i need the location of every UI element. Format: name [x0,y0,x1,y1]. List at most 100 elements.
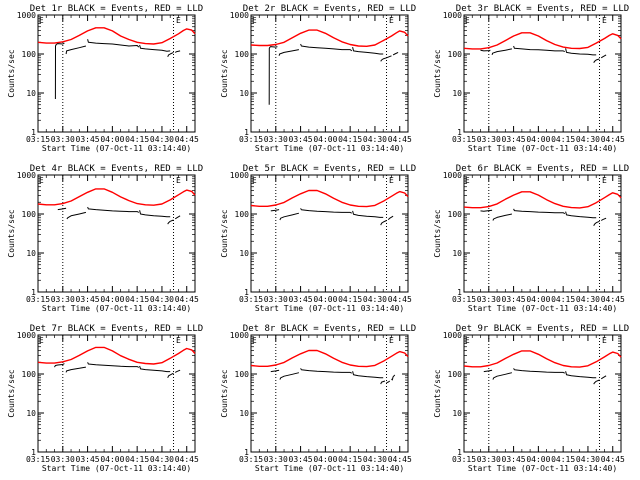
plot-frame [463,14,622,133]
events-series-segment [513,45,566,53]
event-marker-label: E [465,176,470,185]
x-tick-label: 03:30 [51,295,75,304]
plot-frame [250,334,409,453]
event-marker-label: E [252,176,257,185]
panel-title: Det 2r BLACK = Events, RED = LLD [243,4,416,14]
events-series-segment [139,365,171,373]
x-tick-label: 04:00 [526,295,550,304]
panel-svg: Det 8r BLACK = Events, RED = LLD 1 10 100 10… [220,324,416,473]
lld-series-line [463,191,622,209]
x-tick-label: 03:45 [502,455,526,464]
panel-title: Det 4r BLACK = Events, RED = LLD [30,164,203,174]
x-tick-label: 04:00 [100,135,124,144]
x-tick-label: 03:45 [76,135,100,144]
x-tick-label: 03:15 [452,455,476,464]
x-tick-label: 03:30 [264,455,288,464]
y-axis-label: Counts/sec [433,49,442,97]
x-axis-label: Start Time (07-Oct-11 03:14:40) [42,144,191,153]
events-series-segment [66,211,87,220]
events-series-segment [492,213,513,221]
y-tick-label: 1000 [17,171,36,180]
event-marker-label: E [39,16,44,25]
x-tick-label: 04:30 [363,455,387,464]
x-tick-label: 04:15 [338,455,362,464]
x-tick-label: 03:15 [239,455,263,464]
x-tick-label: 03:30 [477,135,501,144]
plot-frame [37,334,196,453]
y-tick-label: 10 [452,409,462,418]
event-marker-label: E [389,16,394,25]
x-tick-label: 04:00 [313,135,337,144]
event-marker-label: E [602,16,607,25]
x-tick-label: 04:15 [338,135,362,144]
x-tick-label: 04:00 [313,455,337,464]
y-tick-label: 1 [244,288,249,297]
events-series-segment [593,220,600,226]
events-series-segment [174,50,181,53]
event-marker-label: E [389,176,394,185]
x-tick-label: 03:30 [264,135,288,144]
events-series-segment [565,371,597,379]
y-axis-label: Counts/sec [433,369,442,417]
x-tick-label: 03:15 [26,135,50,144]
events-series-segment [565,211,597,219]
panel-svg: Det 5r BLACK = Events, RED = LLD 1 10 100 10… [220,164,416,313]
events-series-segment [270,369,280,373]
y-tick-label: 10 [452,89,462,98]
y-tick-label: 1000 [230,331,249,340]
events-series-segment [174,369,181,373]
events-series-segment [268,46,278,105]
events-series-segment [352,46,384,55]
x-tick-label: 04:15 [125,455,149,464]
panel-title: Det 6r BLACK = Events, RED = LLD [456,164,629,174]
events-series-segment [139,210,171,218]
y-tick-label: 10 [26,409,36,418]
detector-panel-7: Det 7r BLACK = Events, RED = LLD 1 10 100 10… [0,320,213,480]
events-series-segment [65,366,86,373]
events-series-segment [54,363,65,368]
events-series-segment [167,219,174,225]
y-tick-label: 1 [31,448,36,457]
detector-panel-5: Det 5r BLACK = Events, RED = LLD 1 10 100 10… [213,160,426,320]
x-tick-label: 03:15 [239,295,263,304]
detector-panel-2: Det 2r BLACK = Events, RED = LLD 1 10 100 10… [213,0,426,160]
x-tick-label: 04:45 [175,135,199,144]
y-tick-label: 100 [235,370,250,379]
events-series-segment [87,206,140,213]
y-tick-label: 1 [244,128,249,137]
x-tick-label: 04:15 [125,135,149,144]
y-tick-label: 100 [22,210,37,219]
panel-title: Det 7r BLACK = Events, RED = LLD [30,324,203,334]
event-marker-label: E [465,16,470,25]
x-tick-label: 03:15 [239,135,263,144]
events-series-segment [387,215,394,220]
y-tick-label: 100 [448,370,463,379]
events-series-segment [87,39,140,48]
x-tick-label: 04:30 [576,135,600,144]
plot-frame [37,174,196,293]
event-marker-label: E [176,176,181,185]
x-tick-label: 04:00 [100,295,124,304]
x-axis-label: Start Time (07-Oct-11 03:14:40) [42,464,191,473]
x-tick-label: 04:15 [125,295,149,304]
events-series-segment [480,49,491,52]
y-tick-label: 1 [31,128,36,137]
y-tick-label: 100 [22,370,37,379]
plot-frame [463,174,622,293]
x-tick-label: 04:00 [526,455,550,464]
x-axis-label: Start Time (07-Oct-11 03:14:40) [255,304,404,313]
x-tick-label: 03:30 [477,295,501,304]
events-series-segment [480,209,493,212]
y-tick-label: 10 [239,249,249,258]
y-axis-label: Counts/sec [433,209,442,257]
lld-series-line [250,29,409,47]
x-tick-label: 04:00 [526,135,550,144]
x-tick-label: 04:45 [388,295,412,304]
x-tick-label: 04:30 [150,135,174,144]
lld-series-line [250,189,409,208]
x-tick-label: 04:45 [388,455,412,464]
events-series-segment [174,215,181,220]
plot-frame [250,174,409,293]
x-tick-label: 03:45 [289,455,313,464]
events-series-segment [392,51,399,56]
